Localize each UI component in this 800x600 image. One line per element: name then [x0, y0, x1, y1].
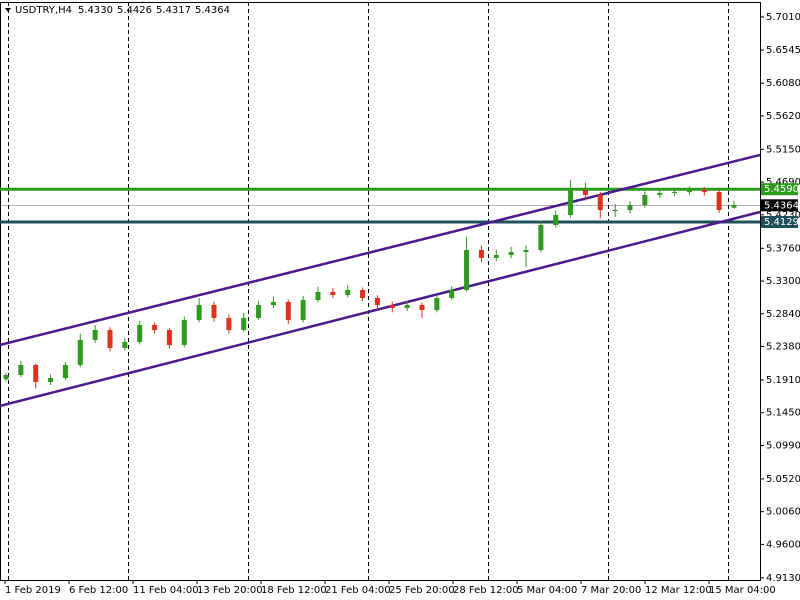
candle-body [92, 330, 98, 340]
trend-line [0, 210, 761, 408]
candle-body [642, 194, 648, 206]
candle-body [493, 254, 499, 258]
candle-body [597, 194, 603, 210]
candle-body [582, 189, 588, 195]
header-open: 5.4330 [78, 5, 113, 16]
candle-body [330, 291, 336, 295]
header-low: 5.4317 [156, 5, 191, 16]
candle-body [315, 291, 321, 300]
candle-body [137, 324, 143, 342]
header-close: 5.4364 [195, 5, 230, 16]
candle-body [270, 301, 276, 306]
candle-body [226, 317, 232, 331]
y-tick-label: 5.1450 [766, 408, 800, 419]
y-tick-label: 5.3760 [766, 243, 800, 254]
price-tag [761, 216, 798, 229]
price-tag-label: 5.4590 [764, 184, 799, 195]
x-tick-label: 18 Feb 12:00 [261, 585, 327, 596]
candle-body [508, 251, 514, 255]
y-tick-label: 5.0520 [766, 474, 800, 485]
candle-body [419, 305, 425, 311]
x-tick-label: 11 Feb 04:00 [133, 585, 199, 596]
candle-body [404, 305, 410, 309]
menu-arrow[interactable] [5, 8, 11, 12]
candle-body [166, 330, 172, 345]
candle-body [701, 189, 707, 192]
y-tick-label: 5.1910 [766, 375, 800, 386]
candle-body [241, 317, 247, 331]
y-tick-label: 5.2840 [766, 309, 800, 320]
candle-body [152, 324, 158, 331]
y-tick-label: 5.6545 [766, 45, 800, 56]
y-tick-label: 4.9600 [766, 539, 800, 550]
candle-body [300, 299, 306, 320]
candle-body [360, 290, 366, 298]
candle-body [449, 290, 455, 298]
candle-body [62, 364, 68, 378]
price-tag-label: 5.4129 [764, 217, 799, 228]
candle-body [196, 305, 202, 320]
y-tick-label: 5.4690 [766, 177, 800, 188]
candle-body [434, 297, 440, 311]
y-tick-label: 5.0060 [766, 507, 800, 518]
candle-body [657, 192, 663, 195]
candle-body [181, 319, 187, 345]
y-tick-label: 5.3300 [766, 276, 800, 287]
candle-body [731, 205, 737, 208]
candle-body [285, 301, 291, 320]
x-tick-label: 6 Feb 12:00 [69, 585, 128, 596]
x-tick-label: 12 Mar 12:00 [645, 585, 712, 596]
x-tick-label: 28 Feb 12:00 [453, 585, 519, 596]
candle-body [612, 209, 618, 211]
price-tag [761, 199, 798, 212]
candle-body [672, 191, 678, 193]
candle-body [686, 189, 692, 192]
candle-body [627, 205, 633, 210]
period-separators [8, 2, 729, 580]
x-tick-label: 15 Mar 04:00 [709, 585, 776, 596]
y-tick-label: 5.4230 [766, 210, 800, 221]
candle-body [538, 225, 544, 250]
x-tick-label: 5 Mar 04:00 [517, 585, 577, 596]
symbol: USDTRY,H4 [15, 5, 72, 16]
candle-body [122, 341, 128, 349]
y-tick-label: 4.9130 [766, 573, 800, 584]
candle-body [77, 339, 83, 365]
candle-body [3, 374, 9, 380]
x-tick-label: 25 Feb 20:00 [389, 585, 455, 596]
y-tick-label: 5.2380 [766, 342, 800, 353]
x-tick-label: 21 Feb 04:00 [325, 585, 391, 596]
candle-body [211, 305, 217, 318]
plot-border [0, 2, 761, 581]
trend-line [0, 153, 761, 347]
candle-body [33, 364, 39, 382]
x-tick-label: 7 Mar 20:00 [581, 585, 641, 596]
candle-body [48, 377, 54, 382]
header-high: 5.4426 [117, 5, 152, 16]
candle-body [18, 364, 24, 375]
candle-body [107, 330, 113, 349]
candle-body [553, 214, 559, 226]
candle-body [716, 191, 722, 210]
candle-body [374, 297, 380, 306]
x-tick-label: 13 Feb 20:00 [197, 585, 263, 596]
candle-body [345, 290, 351, 295]
candle-body [464, 249, 470, 291]
candle-body [523, 249, 529, 252]
candle-body [478, 249, 484, 258]
y-tick-label: 5.6080 [766, 78, 800, 89]
candle-body [389, 305, 395, 309]
header: USDTRY,H4 5.4330 5.4426 5.4317 5.4364 [15, 5, 230, 16]
x-tick-label: 1 Feb 2019 [5, 585, 61, 596]
price-tag [761, 183, 798, 196]
y-tick-label: 5.5620 [766, 111, 800, 122]
candle-body [256, 305, 262, 318]
y-tick-label: 5.5150 [766, 144, 800, 155]
y-tick-label: 5.7010 [766, 12, 800, 23]
y-tick-label: 5.0990 [766, 440, 800, 451]
price-tag-label: 5.4364 [764, 200, 799, 211]
candle-body [568, 189, 574, 215]
